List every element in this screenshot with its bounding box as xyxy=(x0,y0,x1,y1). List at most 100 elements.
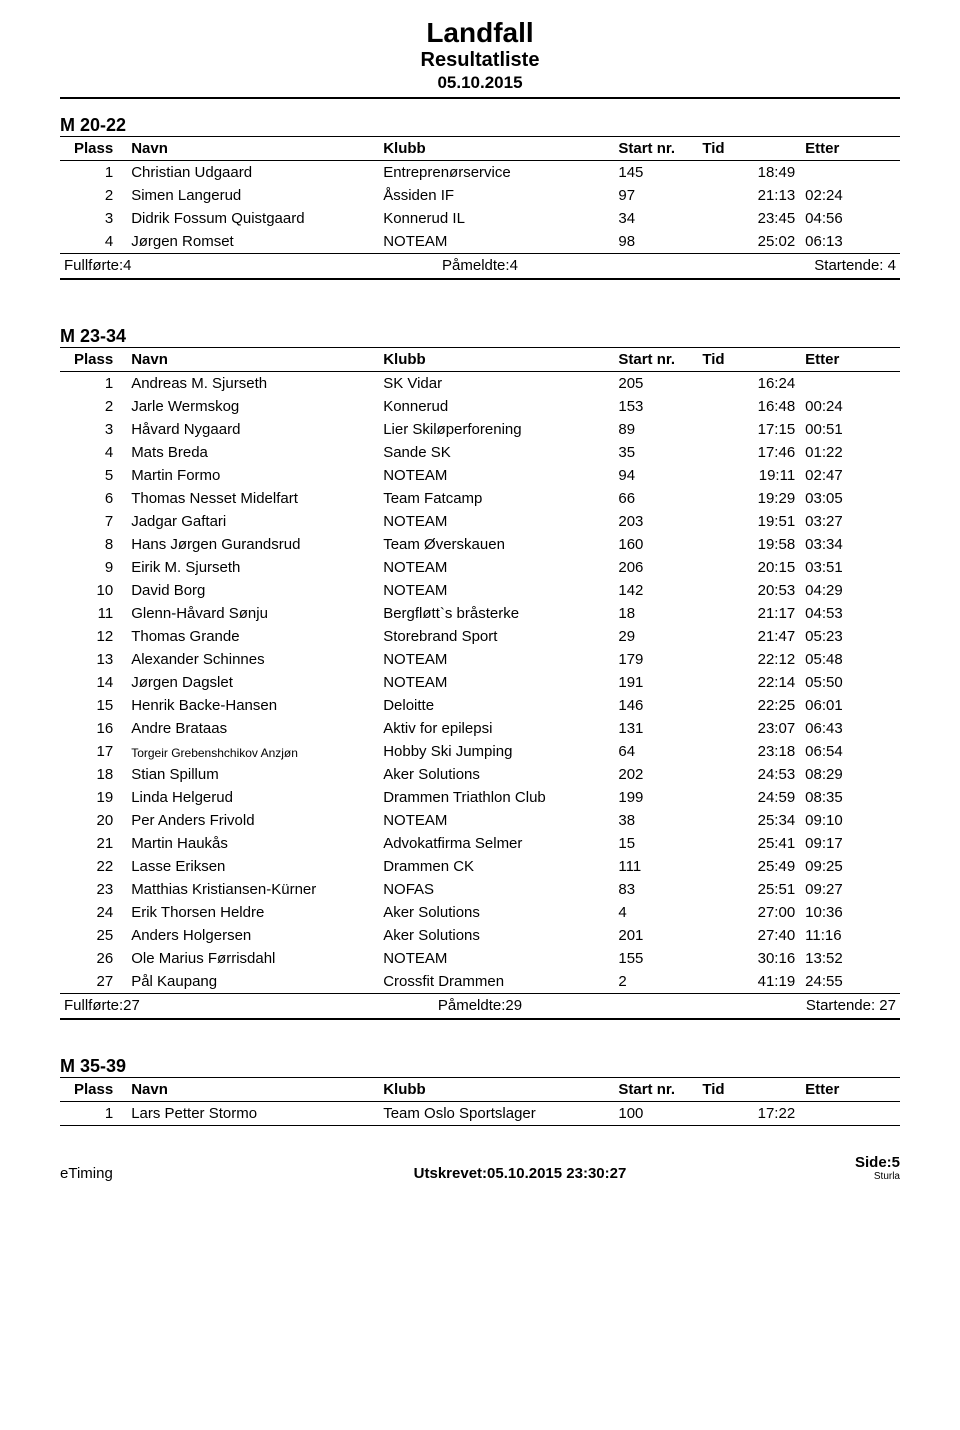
page: Landfall Resultatliste 05.10.2015 M 20-2… xyxy=(0,0,960,1192)
cell-start: 83 xyxy=(614,878,698,901)
cell-plass: 1 xyxy=(60,160,127,184)
col-tid: Tid xyxy=(698,136,799,160)
cell-navn: Simen Langerud xyxy=(127,184,379,207)
cell-start: 142 xyxy=(614,579,698,602)
cell-klubb: Sande SK xyxy=(379,441,614,464)
cell-plass: 27 xyxy=(60,970,127,994)
table-row: 21 Martin Haukås Advokatfirma Selmer 15 … xyxy=(60,832,900,855)
cell-plass: 5 xyxy=(60,464,127,487)
cell-plass: 11 xyxy=(60,602,127,625)
cell-tid: 25:49 xyxy=(698,855,799,878)
cell-etter: 06:54 xyxy=(799,740,900,763)
cell-plass: 7 xyxy=(60,510,127,533)
cell-tid: 23:45 xyxy=(698,207,799,230)
cell-tid: 19:58 xyxy=(698,533,799,556)
cell-klubb: Aktiv for epilepsi xyxy=(379,717,614,740)
cell-tid: 23:18 xyxy=(698,740,799,763)
col-klubb: Klubb xyxy=(379,347,614,371)
cell-etter: 06:43 xyxy=(799,717,900,740)
cell-plass: 9 xyxy=(60,556,127,579)
cell-tid: 25:02 xyxy=(698,230,799,254)
cell-plass: 23 xyxy=(60,878,127,901)
cell-navn: Jørgen Dagslet xyxy=(127,671,379,694)
cell-klubb: Drammen CK xyxy=(379,855,614,878)
footer-right: Side:5 Sturla xyxy=(780,1154,900,1182)
cell-plass: 19 xyxy=(60,786,127,809)
cell-klubb: SK Vidar xyxy=(379,371,614,395)
cell-navn: Linda Helgerud xyxy=(127,786,379,809)
summary-pameldte: Påmeldte:29 xyxy=(337,997,623,1014)
cell-klubb: Konnerud xyxy=(379,395,614,418)
page-header: Landfall Resultatliste 05.10.2015 xyxy=(60,18,900,99)
cell-plass: 14 xyxy=(60,671,127,694)
cell-klubb: NOTEAM xyxy=(379,947,614,970)
cell-plass: 3 xyxy=(60,207,127,230)
table-header-row: Plass Navn Klubb Start nr. Tid Etter xyxy=(60,1077,900,1101)
cell-start: 66 xyxy=(614,487,698,510)
cell-plass: 22 xyxy=(60,855,127,878)
cell-start: 205 xyxy=(614,371,698,395)
cell-plass: 13 xyxy=(60,648,127,671)
cell-start: 64 xyxy=(614,740,698,763)
cell-klubb: NOTEAM xyxy=(379,579,614,602)
cell-tid: 17:22 xyxy=(698,1101,799,1125)
cell-plass: 4 xyxy=(60,230,127,254)
cell-tid: 24:59 xyxy=(698,786,799,809)
cell-plass: 18 xyxy=(60,763,127,786)
col-navn: Navn xyxy=(127,347,379,371)
cell-tid: 24:53 xyxy=(698,763,799,786)
cell-tid: 41:19 xyxy=(698,970,799,994)
cell-navn: Anders Holgersen xyxy=(127,924,379,947)
cell-etter: 11:16 xyxy=(799,924,900,947)
cell-start: 203 xyxy=(614,510,698,533)
cell-plass: 4 xyxy=(60,441,127,464)
summary-fullforte: Fullførte:27 xyxy=(60,997,337,1014)
page-subtitle: Resultatliste xyxy=(60,49,900,71)
cell-etter: 03:05 xyxy=(799,487,900,510)
table-row: 5 Martin Formo NOTEAM 94 19:11 02:47 xyxy=(60,464,900,487)
cell-tid: 19:29 xyxy=(698,487,799,510)
col-start: Start nr. xyxy=(614,136,698,160)
cell-etter: 02:24 xyxy=(799,184,900,207)
col-tid: Tid xyxy=(698,1077,799,1101)
table-row: 25 Anders Holgersen Aker Solutions 201 2… xyxy=(60,924,900,947)
result-section: M 23-34 Plass Navn Klubb Start nr. Tid E… xyxy=(60,326,900,1020)
cell-etter: 09:25 xyxy=(799,855,900,878)
cell-start: 191 xyxy=(614,671,698,694)
cell-navn: Erik Thorsen Heldre xyxy=(127,901,379,924)
cell-tid: 16:24 xyxy=(698,371,799,395)
cell-start: 131 xyxy=(614,717,698,740)
cell-etter: 05:48 xyxy=(799,648,900,671)
cell-navn: Mats Breda xyxy=(127,441,379,464)
cell-tid: 22:12 xyxy=(698,648,799,671)
cell-etter: 06:01 xyxy=(799,694,900,717)
cell-navn: Eirik M. Sjurseth xyxy=(127,556,379,579)
cell-etter: 06:13 xyxy=(799,230,900,254)
cell-navn: Thomas Grande xyxy=(127,625,379,648)
cell-etter: 24:55 xyxy=(799,970,900,994)
table-row: 24 Erik Thorsen Heldre Aker Solutions 4 … xyxy=(60,901,900,924)
cell-navn: Martin Haukås xyxy=(127,832,379,855)
cell-plass: 25 xyxy=(60,924,127,947)
cell-etter: 01:22 xyxy=(799,441,900,464)
cell-start: 38 xyxy=(614,809,698,832)
cell-klubb: NOTEAM xyxy=(379,510,614,533)
cell-start: 34 xyxy=(614,207,698,230)
table-row: 26 Ole Marius Førrisdahl NOTEAM 155 30:1… xyxy=(60,947,900,970)
cell-tid: 22:14 xyxy=(698,671,799,694)
results-table: Plass Navn Klubb Start nr. Tid Etter 1 C… xyxy=(60,136,900,254)
cell-navn: Christian Udgaard xyxy=(127,160,379,184)
col-navn: Navn xyxy=(127,1077,379,1101)
cell-tid: 17:46 xyxy=(698,441,799,464)
cell-klubb: Crossfit Drammen xyxy=(379,970,614,994)
cell-klubb: Hobby Ski Jumping xyxy=(379,740,614,763)
footer-left: eTiming xyxy=(60,1165,260,1182)
cell-tid: 25:41 xyxy=(698,832,799,855)
col-tid: Tid xyxy=(698,347,799,371)
cell-tid: 17:15 xyxy=(698,418,799,441)
table-row: 8 Hans Jørgen Gurandsrud Team Øverskauen… xyxy=(60,533,900,556)
cell-etter xyxy=(799,371,900,395)
cell-start: 4 xyxy=(614,901,698,924)
cell-start: 2 xyxy=(614,970,698,994)
cell-plass: 12 xyxy=(60,625,127,648)
